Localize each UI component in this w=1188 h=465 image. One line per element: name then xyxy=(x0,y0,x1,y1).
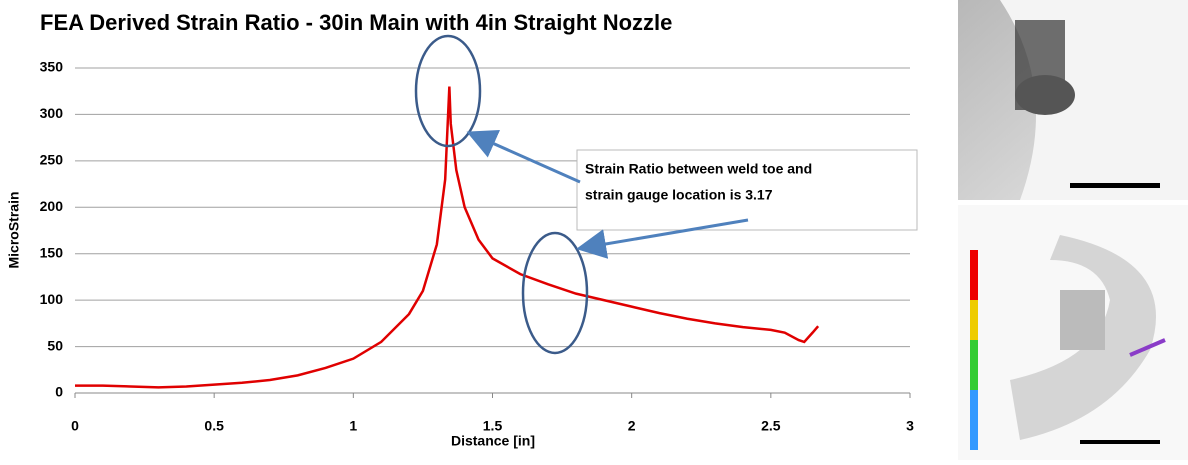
chart-title: FEA Derived Strain Ratio - 30in Main wit… xyxy=(40,10,672,35)
y-tick-label: 50 xyxy=(47,337,63,353)
x-tick-label: 0 xyxy=(71,418,79,434)
y-tick-label: 300 xyxy=(40,105,64,121)
fea-image xyxy=(958,0,1188,200)
y-tick-label: 200 xyxy=(40,198,64,214)
annotation-text: strain gauge location is 3.17 xyxy=(585,187,773,203)
data-line xyxy=(75,87,818,388)
y-tick-label: 0 xyxy=(55,384,63,400)
y-axis-label: MicroStrain xyxy=(6,191,22,268)
x-axis-label: Distance [in] xyxy=(451,433,535,449)
arrow xyxy=(472,134,580,182)
y-tick-label: 250 xyxy=(40,152,64,168)
chart: FEA Derived Strain Ratio - 30in Main wit… xyxy=(0,0,1188,460)
x-tick-label: 2.5 xyxy=(761,418,781,434)
y-tick-label: 150 xyxy=(40,244,64,260)
y-tick-label: 350 xyxy=(40,59,64,75)
x-tick-label: 1.5 xyxy=(483,418,503,434)
fea-image xyxy=(958,205,1188,460)
x-tick-label: 3 xyxy=(906,418,914,434)
y-tick-label: 100 xyxy=(40,291,64,307)
x-tick-label: 1 xyxy=(349,418,357,434)
x-tick-label: 0.5 xyxy=(204,418,224,434)
x-tick-label: 2 xyxy=(628,418,636,434)
annotation-text: Strain Ratio between weld toe and xyxy=(585,161,812,177)
